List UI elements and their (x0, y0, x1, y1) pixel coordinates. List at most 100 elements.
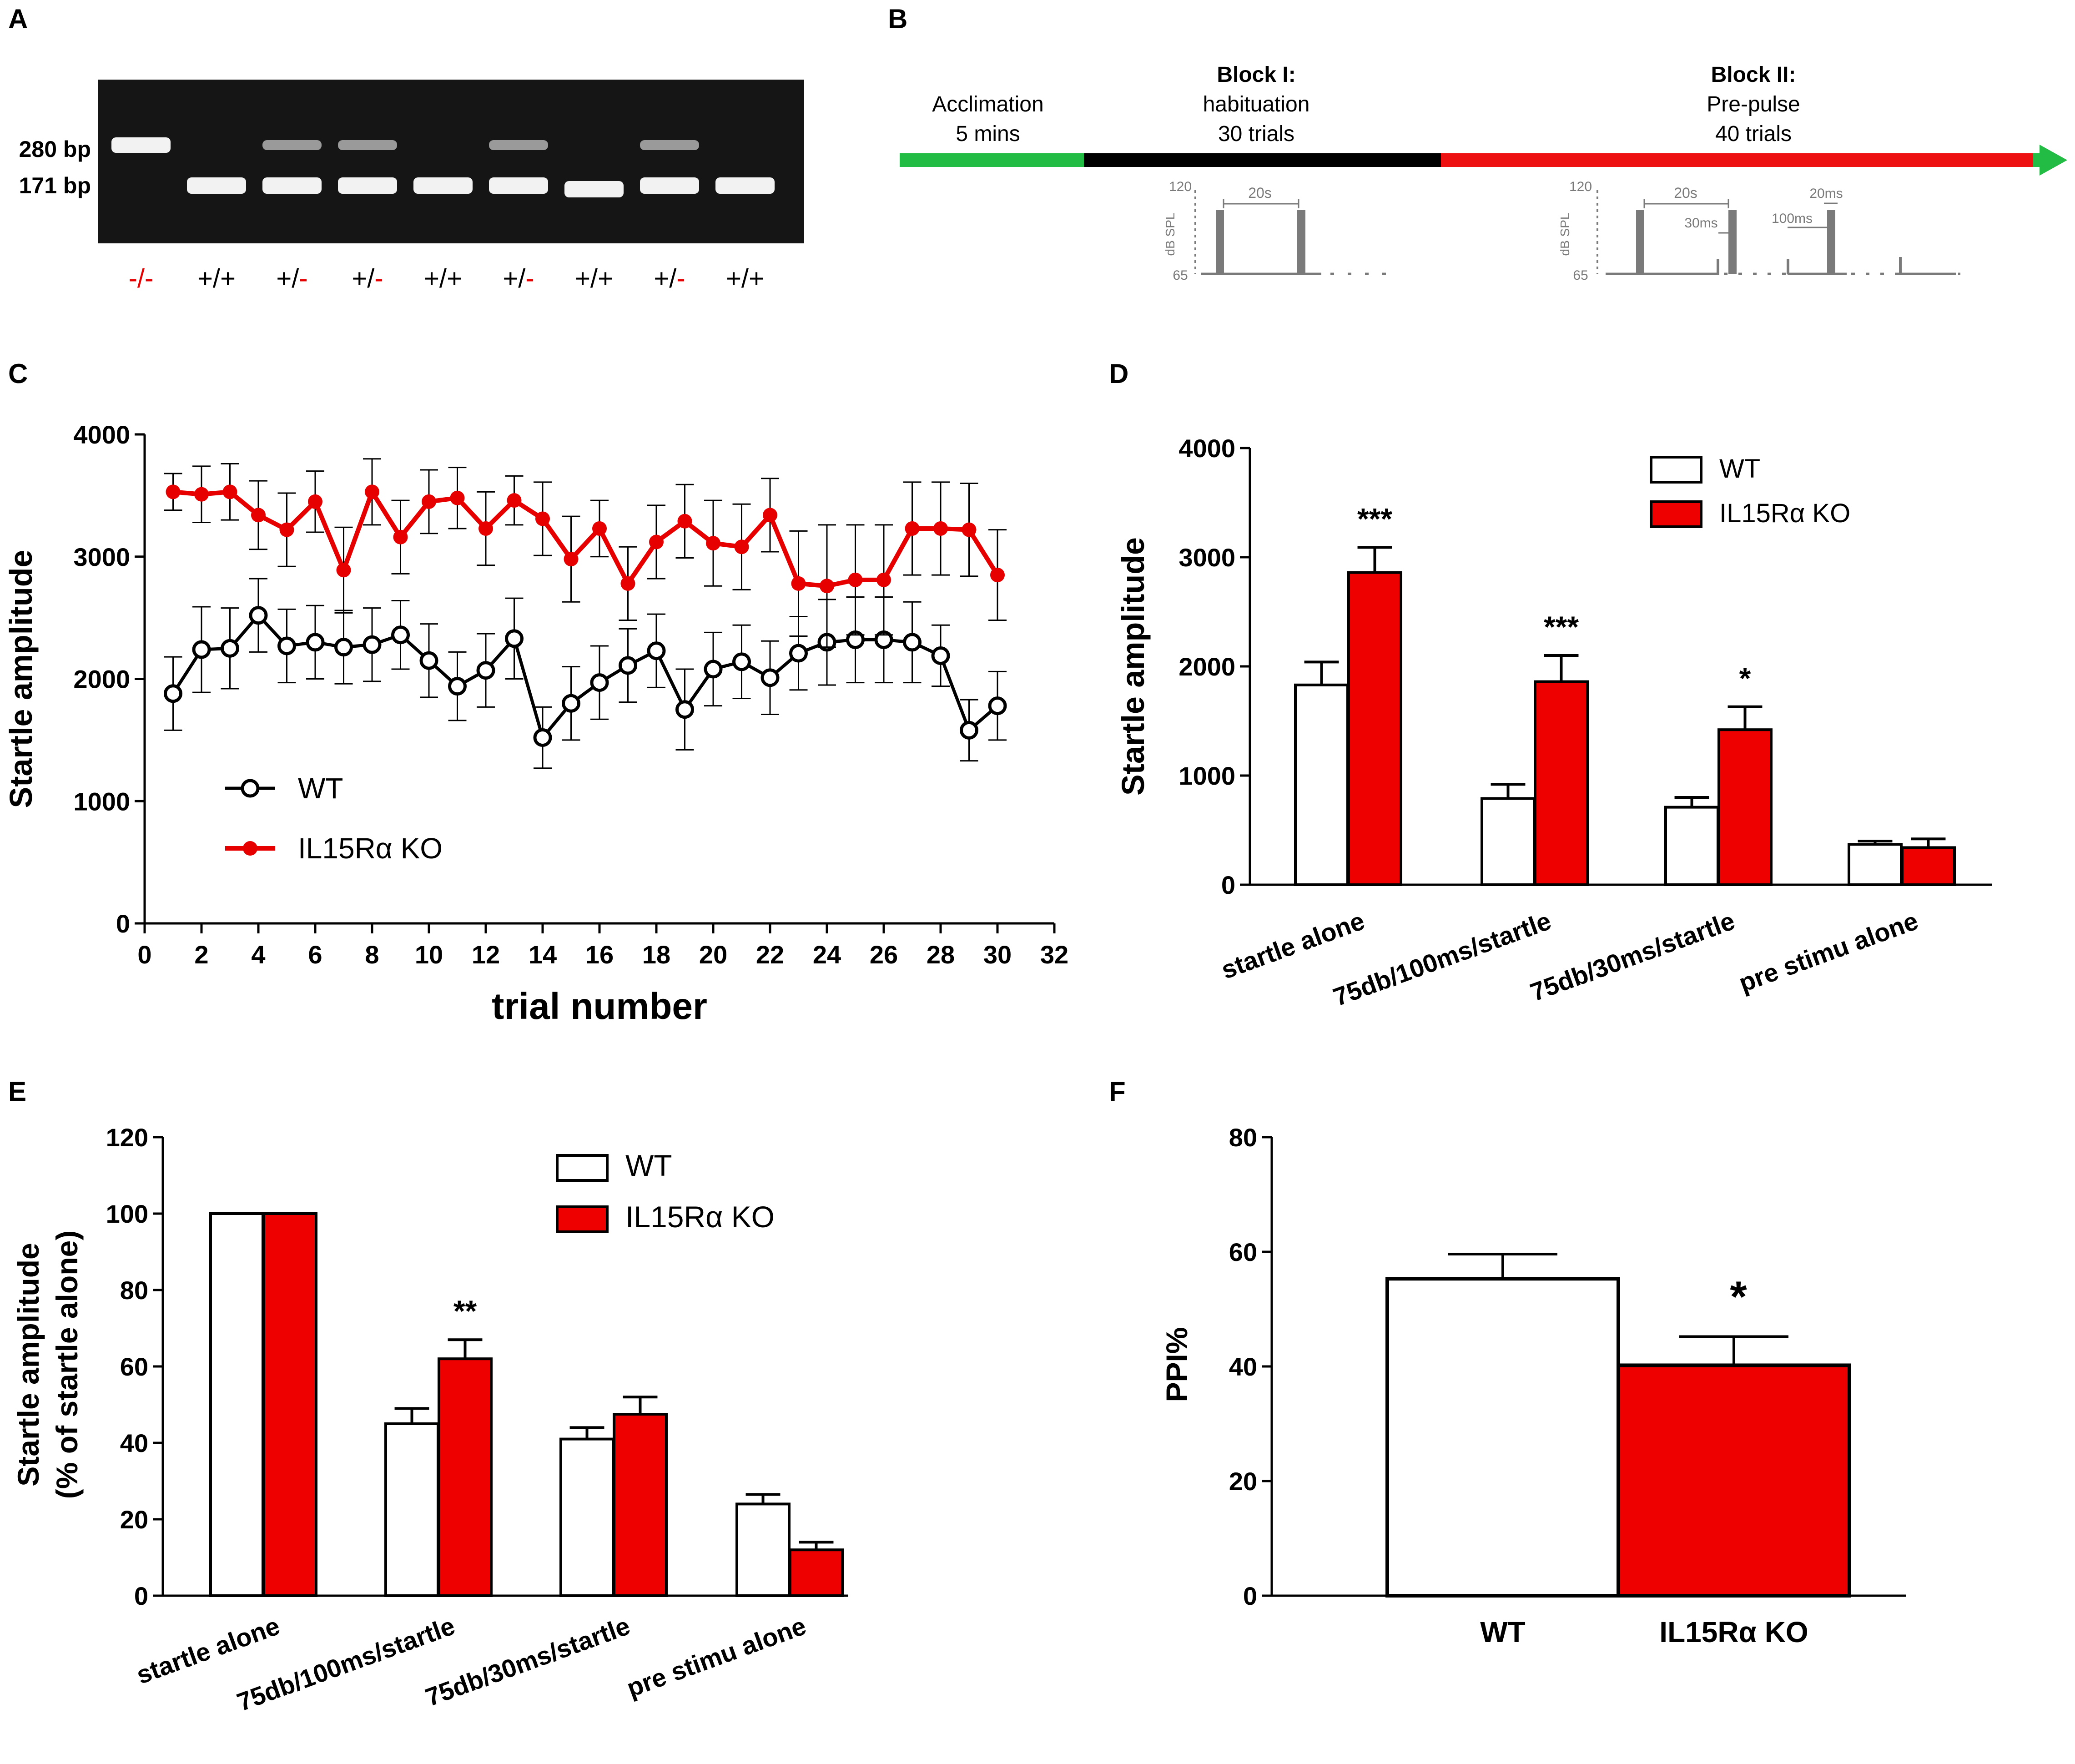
ko-bar (262, 1212, 317, 1597)
ko-bar (1717, 728, 1773, 886)
wt-data-point (988, 696, 1007, 716)
ko-data-point (649, 534, 664, 549)
ko-data-point (677, 514, 692, 529)
category-label: 75db/30ms/startle (1526, 906, 1738, 1007)
gel-band-280bp (489, 140, 548, 150)
block2-schematic: 120 65 dB SPL 20s 30ms 100ms 20ms (1558, 179, 1960, 283)
block2-pulse-3 (1827, 210, 1835, 274)
x-tick-label: 32 (1040, 940, 1068, 969)
genotype-allele-1: +/ (352, 264, 375, 293)
ko-data-point (279, 522, 294, 537)
block2-prepulse-3 (1899, 257, 1902, 274)
startle-amplitude-bar-chart: 0 1000 2000 3000 4000 *** startle alone *** 75db… (1115, 434, 1992, 1012)
ko-data-point (933, 521, 948, 536)
genotype-allele-2: - (676, 264, 685, 293)
gel-band-171bp (338, 177, 397, 194)
x-tick-label: 26 (870, 940, 898, 969)
gel-band-280bp (338, 140, 397, 150)
genotype-label: +/- (352, 264, 383, 293)
x-tick-label: 20 (699, 940, 727, 969)
genotype-label: +/+ (575, 264, 613, 293)
ko-data-point (734, 539, 749, 554)
gel-band-280bp (262, 140, 322, 150)
wt-data-point (363, 635, 382, 654)
category-label: startle alone (1218, 906, 1369, 984)
legend-ko-marker (243, 841, 257, 856)
wt-data-point (192, 640, 211, 659)
y-tick-label: 0 (1243, 1582, 1257, 1610)
legend-wt-label: WT (625, 1149, 672, 1182)
y-axis-title-line2: (% of startle alone) (50, 1230, 84, 1499)
ko-data-point (478, 521, 493, 536)
legend-wt-label: WT (298, 772, 343, 805)
wt-data-point (448, 677, 467, 696)
block1-title: Block I: (1217, 63, 1295, 87)
category-label: pre stimu alone (1735, 906, 1922, 998)
timeline-prepulse (1441, 153, 2033, 167)
ko-data-point (962, 522, 977, 537)
y-tick-label: 40 (120, 1429, 148, 1457)
timeline-acclimation (900, 153, 1084, 167)
genotype-label: +/- (654, 264, 685, 293)
block2-y-bottom: 65 (1573, 268, 1588, 283)
genotype-label: +/+ (197, 264, 236, 293)
panel-b: B Acclimation 5 mins Block I: habituatio… (888, 4, 2067, 283)
ko-data-point (592, 521, 607, 536)
wt-bar (1664, 806, 1719, 886)
x-tick-label: 24 (813, 940, 841, 969)
ko-data-point (763, 508, 777, 523)
ko-bar (1617, 1363, 1851, 1598)
legend-wt-marker (241, 779, 260, 798)
wt-data-point (931, 646, 950, 665)
acclimation-duration: 5 mins (956, 122, 1020, 146)
y-axis-title-line1: Startle amplitude (11, 1243, 45, 1486)
panel-e-letter: E (8, 1076, 26, 1107)
y-tick-label: 80 (1229, 1123, 1257, 1152)
gel-band-171bp (187, 177, 246, 194)
block1-20s: 20s (1248, 185, 1272, 201)
panel-c-letter: C (8, 358, 28, 389)
panel-d: D 0 1000 2000 3000 4000 *** startle alone *** 75… (1109, 358, 1992, 1012)
block1-trials: 30 trials (1218, 122, 1294, 146)
wt-data-point (960, 721, 978, 740)
ko-data-point (365, 484, 379, 499)
y-tick-label: 60 (1229, 1238, 1257, 1266)
x-tick-label: 6 (308, 940, 322, 969)
legend-ko-swatch (1650, 500, 1702, 528)
block1-y-top: 120 (1169, 179, 1192, 194)
x-tick-label: 8 (365, 940, 379, 969)
ko-bar (1534, 680, 1589, 886)
block2-trials: 40 trials (1715, 122, 1792, 146)
ko-data-point (820, 579, 834, 594)
ko-data-point (791, 576, 806, 591)
y-tick-label: 4000 (73, 420, 130, 449)
y-tick-label: 60 (120, 1352, 148, 1381)
genotype-allele-1: +/ (503, 264, 526, 293)
panel-d-letter: D (1109, 358, 1128, 389)
x-tick-label: 18 (642, 940, 670, 969)
wt-bar (209, 1212, 264, 1597)
genotype-labels: -/- +/+ +/- +/- +/+ +/- +/+ +/- +/+ (129, 264, 764, 293)
block2-20ms: 20ms (1809, 186, 1843, 201)
gel-image (98, 80, 804, 243)
block1-pulse-2 (1297, 210, 1305, 274)
x-tick-label: 16 (585, 940, 614, 969)
legend-ko-swatch (556, 1205, 609, 1233)
wt-data-point (619, 656, 637, 675)
ko-data-point (706, 536, 720, 551)
x-axis-title: trial number (492, 986, 707, 1027)
x-tick-label: 22 (756, 940, 784, 969)
x-tick-label: 0 (137, 940, 151, 969)
y-axis-title: PPI% (1160, 1327, 1194, 1402)
ko-bar (1901, 846, 1956, 887)
significance-marker: * (1739, 661, 1751, 695)
y-tick-label: 100 (106, 1200, 148, 1228)
wt-data-point (647, 641, 666, 660)
block2-100ms: 100ms (1772, 211, 1813, 226)
ko-data-point (222, 484, 237, 499)
genotype-label: -/- (129, 264, 154, 293)
x-tick-label: 12 (472, 940, 500, 969)
panel-f-letter: F (1109, 1076, 1126, 1107)
